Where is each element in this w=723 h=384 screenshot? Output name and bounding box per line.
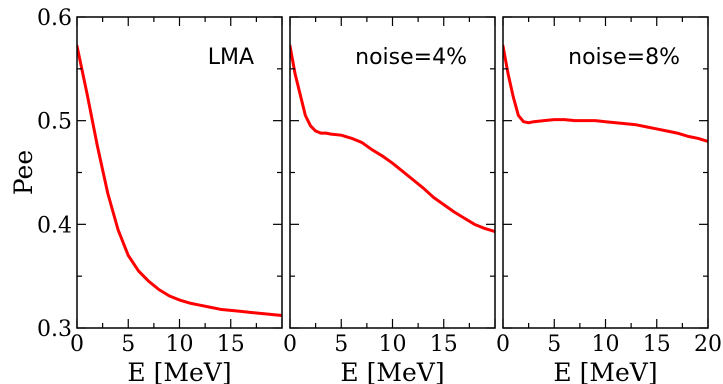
- x-tick-label: 15: [217, 332, 245, 357]
- y-tick-label: 0.3: [37, 317, 72, 342]
- x-tick-label: 10: [166, 332, 194, 357]
- x-tick-label: 15: [643, 332, 671, 357]
- x-tick-label: 10: [379, 332, 407, 357]
- panel-annotation: noise=4%: [355, 45, 467, 70]
- panel-2: 0 5 10 15E [MeV] noise=4%: [283, 16, 496, 384]
- x-tick-label: 20: [694, 332, 722, 357]
- x-axis-label: E [MeV]: [340, 358, 444, 384]
- panel-annotation: noise=8%: [568, 45, 680, 70]
- x-tick-label: 5: [121, 332, 135, 357]
- x-axis-label: E [MeV]: [127, 358, 231, 384]
- panel-1: 0 5 10 15 0.3 0.4 0.5 0.6 E [MeV] Pee LMA: [9, 6, 283, 384]
- series-line: [290, 44, 495, 234]
- x-tick-label: 0: [70, 332, 84, 357]
- x-tick-label: 5: [334, 332, 348, 357]
- x-tick-label: 0: [496, 332, 510, 357]
- y-tick-label: 0.4: [37, 213, 72, 238]
- y-tick-label: 0.6: [37, 6, 72, 31]
- y-axis-label: Pee: [9, 150, 38, 195]
- y-tick-label: 0.5: [37, 110, 72, 135]
- panel-3: 0 5 10 15 20 E [MeV] noise=8%: [496, 16, 722, 384]
- x-tick-label: 5: [547, 332, 561, 357]
- x-tick-label: 0: [283, 332, 297, 357]
- x-tick-label: 10: [592, 332, 620, 357]
- x-tick-label: 15: [430, 332, 458, 357]
- series-line: [503, 44, 708, 143]
- series-line: [77, 44, 282, 318]
- x-axis-label: E [MeV]: [553, 358, 657, 384]
- panel-annotation: LMA: [208, 45, 254, 70]
